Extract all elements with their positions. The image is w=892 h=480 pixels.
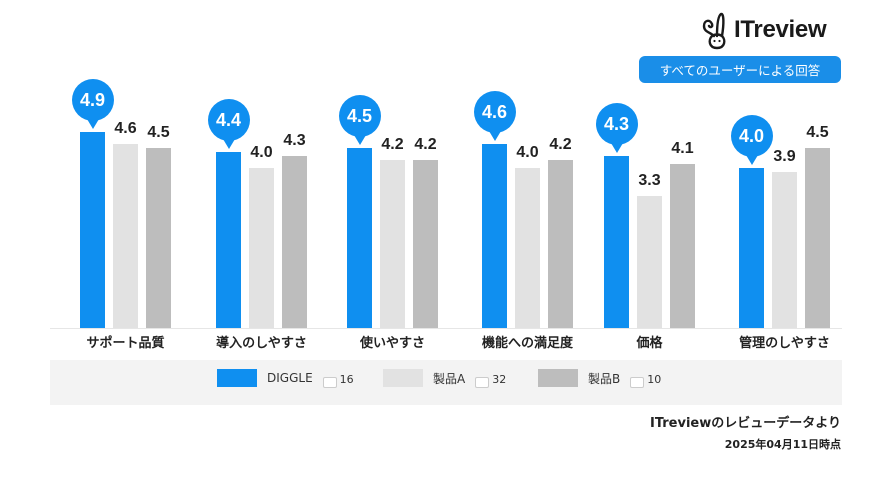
- category-label: 管理のしやすさ: [739, 336, 830, 351]
- bar: [772, 172, 797, 328]
- bar: [670, 164, 695, 328]
- value-label: 4.2: [549, 136, 572, 153]
- legend-swatch-product-b: [538, 369, 578, 387]
- data-date: 2025年04月11日時点: [724, 438, 841, 451]
- category-label: 使いやすさ: [359, 336, 425, 351]
- value-label: 4.3: [283, 132, 306, 149]
- comment-icon: [322, 376, 337, 388]
- bar: [347, 148, 372, 328]
- data-source-note: ITreviewのレビューデータより: [649, 416, 841, 431]
- value-label: 4.1: [671, 140, 694, 157]
- bar: [805, 148, 830, 328]
- bar: [146, 148, 171, 328]
- legend-swatch-product-a: [383, 369, 423, 387]
- logo-text: ITreview: [734, 16, 827, 43]
- bar: [249, 168, 274, 328]
- legend-item-product-b[interactable]: 製品B 10: [538, 368, 661, 388]
- review-count: 32: [492, 372, 507, 386]
- legend-label: DIGGLE: [267, 371, 313, 385]
- value-bubble: 4.9: [71, 79, 114, 129]
- legend-item-product-a[interactable]: 製品A 32: [383, 368, 506, 388]
- value-label: 4.0: [250, 144, 273, 161]
- value-bubble: 4.6: [473, 91, 516, 141]
- legend-swatch-diggle: [217, 369, 257, 387]
- bar: [548, 160, 573, 328]
- value-label: 4.0: [516, 144, 539, 161]
- x-axis-baseline: [50, 328, 842, 329]
- comment-icon: [475, 376, 490, 388]
- bar: [604, 156, 629, 328]
- bar: [380, 160, 405, 328]
- bar: [282, 156, 307, 328]
- comment-icon: [630, 376, 645, 388]
- value-bubble: 4.0: [730, 115, 773, 165]
- review-count: 10: [647, 372, 662, 386]
- value-bubble: 4.5: [338, 95, 381, 145]
- category-label: 機能への満足度: [481, 336, 573, 351]
- value-label: 3.9: [773, 148, 796, 165]
- value-bubble: 4.4: [207, 99, 250, 149]
- legend-label: 製品B: [588, 371, 621, 386]
- bar: [413, 160, 438, 328]
- legend-item-diggle[interactable]: DIGGLE 16: [217, 368, 354, 388]
- bar: [515, 168, 540, 328]
- category-label: サポート品質: [86, 336, 165, 351]
- value-label: 4.5: [147, 124, 170, 141]
- rabbit-mascot-icon: [702, 12, 726, 50]
- bar: [80, 132, 105, 328]
- itreview-logo: ITreview: [700, 10, 827, 50]
- value-label: 3.3: [638, 172, 661, 189]
- category-label: 価格: [636, 336, 663, 351]
- review-count: 16: [339, 372, 354, 386]
- value-label: 4.5: [806, 124, 829, 141]
- legend-label: 製品A: [433, 371, 466, 386]
- bar: [482, 144, 507, 328]
- legend: DIGGLE 16 製品A 32 製品B 10: [50, 360, 842, 405]
- bar: [637, 196, 662, 328]
- bar: [216, 152, 241, 328]
- bar: [113, 144, 138, 328]
- all-users-filter-button[interactable]: すべてのユーザーによる回答: [639, 56, 841, 83]
- value-label: 4.2: [414, 136, 437, 153]
- bar: [739, 168, 764, 328]
- value-label: 4.6: [114, 120, 137, 137]
- value-bubble: 4.3: [595, 103, 638, 153]
- category-label: 導入のしやすさ: [216, 336, 307, 351]
- value-label: 4.2: [381, 136, 404, 153]
